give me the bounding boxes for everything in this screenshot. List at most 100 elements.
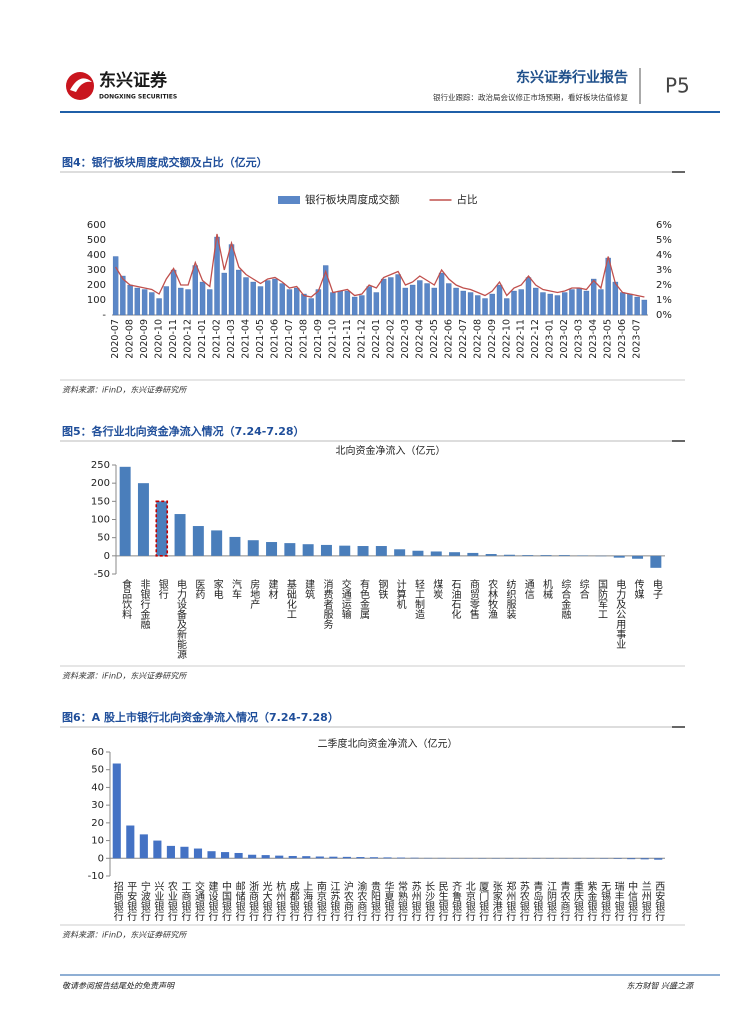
bar	[344, 290, 351, 316]
bar	[467, 552, 479, 556]
bar	[149, 292, 155, 316]
x-tick-label: 综合金融	[559, 578, 571, 620]
x-tick-label: 苏州银行	[409, 880, 421, 922]
bar	[248, 854, 257, 859]
bar	[199, 281, 206, 316]
x-tick-label: 石油石化	[449, 579, 461, 619]
bar	[613, 858, 622, 859]
x-tick-label: 兰州银行	[639, 880, 651, 922]
x-tick-label: 2022-06	[443, 319, 454, 359]
x-tick-label: 建筑	[303, 578, 315, 599]
bar	[134, 287, 141, 316]
bar	[503, 554, 515, 556]
x-tick-label: 贵阳银行	[368, 880, 380, 922]
bar	[453, 287, 459, 316]
x-tick-label: 北京银行	[463, 881, 475, 922]
x-tick-label: 基础化工	[284, 578, 296, 619]
bar	[112, 256, 119, 316]
bar	[141, 289, 148, 316]
bar	[619, 292, 626, 316]
bar	[320, 544, 332, 556]
brand-en: DONGXING SECURITIES	[99, 94, 177, 101]
x-tick-label: 邮储银行	[233, 880, 245, 922]
x-tick-label: 上海银行	[301, 881, 313, 922]
x-tick-label: 电力及公用事业	[614, 578, 626, 649]
logo-swoosh	[70, 78, 92, 92]
bar	[612, 281, 619, 316]
line	[115, 233, 645, 298]
chart-title: 二季度北向资金净流入（亿元）	[318, 737, 458, 750]
x-tick-label: 2021-06	[269, 319, 280, 359]
x-tick-label: 浙商银行	[247, 881, 259, 922]
bar	[424, 283, 430, 316]
bar	[265, 280, 271, 316]
bar	[127, 284, 133, 316]
x-tick-label: 房地产	[248, 578, 260, 610]
bar	[247, 540, 259, 556]
figure-source: 资料来源：iFinD，东兴证券研究所	[62, 931, 188, 940]
bar	[562, 292, 568, 316]
y-tick-label: 30	[91, 800, 104, 811]
x-tick-label: 2021-01	[197, 319, 208, 359]
x-tick-label: 江苏银行	[328, 881, 340, 922]
y-tick-label: 60	[91, 747, 104, 758]
bar	[156, 298, 162, 316]
bar	[126, 825, 135, 859]
bar	[308, 298, 314, 316]
x-tick-label: 交通银行	[192, 880, 204, 922]
bar	[412, 550, 424, 556]
x-tick-label: 通信	[522, 579, 534, 600]
bar	[288, 855, 297, 859]
y2-tick-label: 0%	[656, 310, 672, 321]
bar	[375, 546, 387, 556]
bar	[236, 269, 242, 316]
bar	[243, 277, 249, 316]
bar	[315, 856, 324, 859]
x-tick-label: 计算机	[394, 578, 406, 610]
x-tick-label: 2022-03	[400, 319, 411, 359]
bar	[286, 289, 293, 316]
y2-tick-label: 6%	[656, 220, 672, 231]
bar	[641, 299, 648, 316]
bar	[366, 286, 372, 316]
brand: 东兴证券	[99, 70, 168, 91]
bar	[496, 284, 503, 316]
x-tick-label: 南京银行	[314, 880, 326, 922]
x-tick-label: 传媒	[632, 579, 644, 600]
figure-source: 资料来源：iFinD，东兴证券研究所	[62, 386, 188, 395]
x-tick-label: 2023-01	[545, 319, 556, 359]
bar	[294, 287, 300, 316]
bar	[396, 857, 406, 859]
bar	[583, 290, 590, 316]
y-tick-label: 10	[91, 836, 104, 847]
y-tick-label: -10	[88, 871, 104, 882]
x-tick-label: 2020-10	[154, 319, 165, 359]
bar	[489, 293, 495, 316]
bar	[359, 295, 365, 316]
y-tick-label: 50	[91, 765, 104, 776]
x-tick-label: 西安银行	[653, 881, 665, 922]
bar	[178, 287, 184, 316]
y-tick-label: 200	[91, 478, 110, 489]
y-tick-label: 400	[87, 250, 106, 261]
x-tick-label: 2023-05	[603, 319, 614, 359]
x-tick-label: 家电	[211, 578, 223, 599]
bar	[234, 852, 243, 859]
bar	[139, 834, 148, 859]
x-tick-label: 华夏银行	[382, 880, 394, 922]
y2-tick-label: 1%	[656, 295, 672, 306]
bar	[504, 298, 510, 316]
x-tick-label: 电子	[650, 578, 662, 599]
y-tick-label: 40	[91, 782, 104, 793]
bar	[185, 289, 191, 316]
bar	[640, 858, 649, 860]
x-tick-label: 电力设备及新能源	[175, 578, 187, 660]
bar	[153, 840, 162, 859]
bar	[221, 272, 227, 316]
x-tick-label: 中信银行	[626, 880, 638, 922]
bar	[460, 290, 466, 316]
bar	[339, 545, 351, 556]
x-tick-label: 重庆银行	[572, 880, 584, 922]
y-tick-label: 500	[87, 235, 106, 246]
x-tick-label: 综合	[577, 578, 589, 600]
